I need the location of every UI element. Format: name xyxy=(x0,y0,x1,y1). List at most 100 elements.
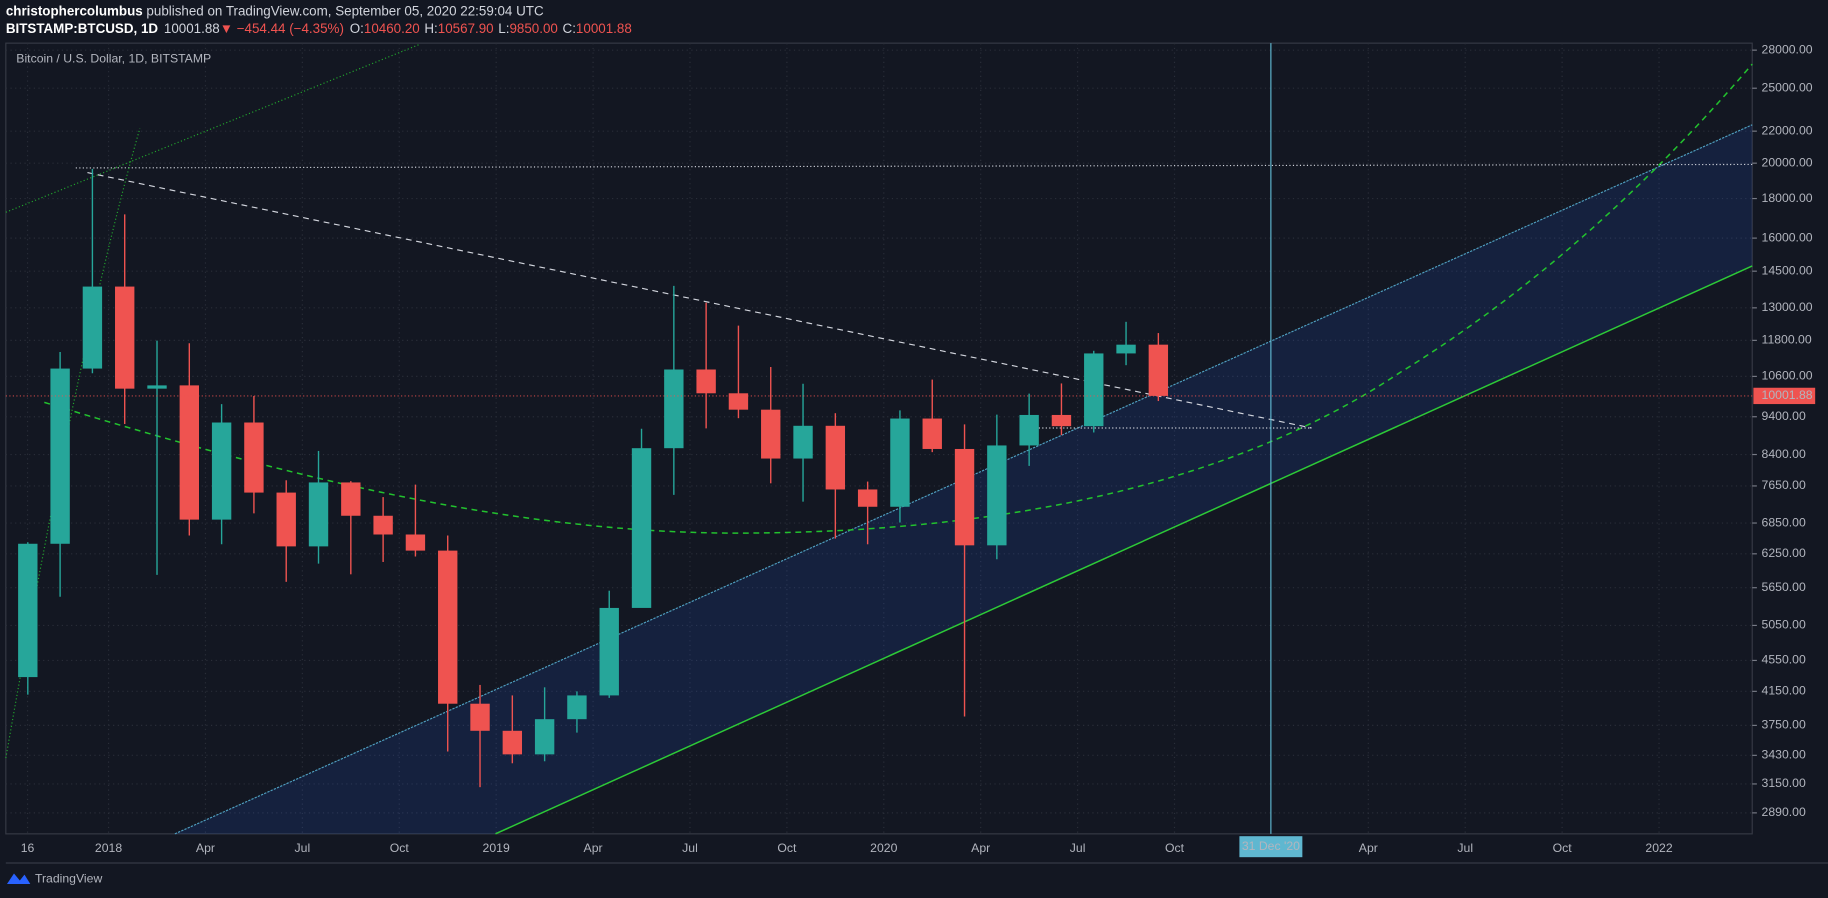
candle-body xyxy=(82,286,103,369)
candle-body xyxy=(502,730,523,755)
candle-body xyxy=(954,448,975,546)
x-tick-label: Oct xyxy=(1553,841,1573,855)
last-price-tag xyxy=(1753,387,1816,405)
published: published on TradingView.com, September … xyxy=(143,3,544,18)
candle-body xyxy=(1084,353,1104,427)
y-tick-label: 3750.00 xyxy=(1762,718,1806,732)
last: 10001.88 xyxy=(164,21,220,36)
channel-lower xyxy=(495,265,1753,835)
publish-line: christophercolumbus published on Trading… xyxy=(6,3,544,18)
candle-body xyxy=(922,418,942,449)
candle-body xyxy=(534,719,555,755)
x-tick-label: Apr xyxy=(971,841,990,855)
ohlc-line: BITSTAMP:BTCUSD, 1D 10001.88▼ −454.44 (−4… xyxy=(6,21,632,36)
x-tick-label: Oct xyxy=(1165,841,1185,855)
candle-body xyxy=(728,393,749,410)
y-tick-label: 20000.00 xyxy=(1762,155,1813,169)
y-tick-label: 14500.00 xyxy=(1762,263,1813,277)
last-price-label: 10001.88 xyxy=(1762,388,1813,402)
candle-body xyxy=(341,482,361,516)
change: ▼ −454.44 (−4.35%) xyxy=(220,21,344,36)
candle-body xyxy=(761,409,781,459)
candle-body xyxy=(793,425,813,459)
y-tick-label: 6250.00 xyxy=(1762,546,1806,560)
y-tick-label: 28000.00 xyxy=(1762,42,1813,56)
candle-body xyxy=(147,385,167,389)
candle-body xyxy=(1051,414,1072,427)
candle-body xyxy=(18,543,38,678)
candle-body xyxy=(470,703,490,731)
y-tick-label: 5050.00 xyxy=(1762,618,1806,632)
x-tick-label: Jul xyxy=(1070,841,1086,855)
candles xyxy=(18,168,1169,788)
candle-body xyxy=(115,286,135,389)
y-tick-label: 11800.00 xyxy=(1762,333,1812,347)
candle-body xyxy=(179,385,200,520)
y-tick-label: 3430.00 xyxy=(1762,748,1806,762)
candle-body xyxy=(664,369,684,449)
candle-body xyxy=(599,607,619,696)
l-label: L: xyxy=(498,21,509,36)
brand: TradingView xyxy=(35,872,102,886)
legend-title: Bitcoin / U.S. Dollar, 1D, BITSTAMP xyxy=(16,52,211,66)
y-tick-label: 13000.00 xyxy=(1762,300,1813,314)
candle-body xyxy=(308,482,329,547)
candle-body xyxy=(631,448,652,608)
y-tick-label: 2890.00 xyxy=(1762,805,1806,819)
l-value: 9850.00 xyxy=(509,21,557,36)
y-tick-label: 10600.00 xyxy=(1762,369,1813,383)
downtrend-line xyxy=(87,172,1312,429)
candle-body xyxy=(987,445,1007,546)
o-label: O: xyxy=(350,21,364,36)
x-tick-label: Jul xyxy=(1457,841,1473,855)
h-label: H: xyxy=(424,21,437,36)
c-label: C: xyxy=(563,21,576,36)
y-tick-label: 22000.00 xyxy=(1762,123,1813,137)
o-value: 10460.20 xyxy=(364,21,420,36)
y-tick-label: 7650.00 xyxy=(1762,478,1806,492)
crosshair-label: 31 Dec '20 xyxy=(1242,839,1300,853)
y-tick-label: 25000.00 xyxy=(1762,80,1813,94)
candle-body xyxy=(696,369,716,394)
candle-body xyxy=(244,422,264,493)
x-tick-label: Apr xyxy=(196,841,215,855)
candle-body xyxy=(857,489,878,507)
plot-frame xyxy=(5,42,1753,835)
x-tick-label: 2019 xyxy=(483,841,510,855)
y-tick-label: 18000.00 xyxy=(1762,191,1813,205)
candle-body xyxy=(211,422,232,520)
x-tick-label: Oct xyxy=(390,841,410,855)
candle-body xyxy=(1148,344,1169,396)
x-tick-label: Apr xyxy=(1359,841,1378,855)
candle-body xyxy=(405,534,426,551)
green-dotted-line xyxy=(5,43,420,213)
curve xyxy=(44,63,1753,534)
x-tick-label: 2018 xyxy=(95,841,122,855)
x-tick-label: Oct xyxy=(777,841,797,855)
candle-body xyxy=(567,695,587,720)
x-tick-label: Jul xyxy=(682,841,698,855)
candle-body xyxy=(50,368,70,544)
parabolic-line xyxy=(5,128,141,759)
candle-body xyxy=(1116,344,1136,354)
y-tick-label: 16000.00 xyxy=(1762,230,1813,244)
h-value: 10567.90 xyxy=(438,21,494,36)
y-tick-label: 9400.00 xyxy=(1762,409,1806,423)
y-tick-label: 8400.00 xyxy=(1762,447,1806,461)
x-tick-label: 2022 xyxy=(1645,841,1672,855)
c-value: 10001.88 xyxy=(576,21,632,36)
x-tick-label: 2020 xyxy=(870,841,897,855)
y-tick-label: 5650.00 xyxy=(1762,580,1806,594)
symbol: BITSTAMP:BTCUSD, 1D xyxy=(6,21,159,36)
author: christophercolumbus xyxy=(6,3,143,18)
x-tick-label: Jul xyxy=(295,841,311,855)
candle-body xyxy=(1019,414,1039,446)
y-tick-label: 3150.00 xyxy=(1762,776,1806,790)
x-tick-label: Apr xyxy=(584,841,603,855)
crosshair-tag xyxy=(1239,836,1303,858)
y-tick-label: 6850.00 xyxy=(1762,515,1806,529)
x-tick-label: 16 xyxy=(21,841,35,855)
